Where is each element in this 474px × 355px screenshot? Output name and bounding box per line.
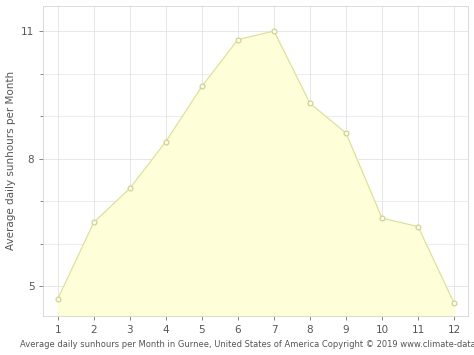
X-axis label: Average daily sunhours per Month in Gurnee, United States of America Copyright ©: Average daily sunhours per Month in Gurn… — [20, 340, 474, 349]
Y-axis label: Average daily sunhours per Month: Average daily sunhours per Month — [6, 71, 16, 250]
